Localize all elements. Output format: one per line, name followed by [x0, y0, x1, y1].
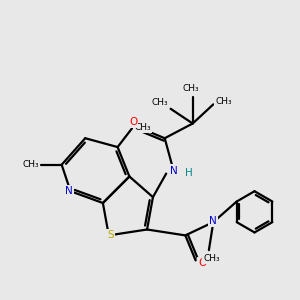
Text: CH₃: CH₃ — [22, 160, 39, 169]
Text: CH₃: CH₃ — [134, 123, 151, 132]
Text: O: O — [198, 258, 206, 268]
Text: O: O — [129, 117, 137, 127]
Text: H: H — [185, 168, 193, 178]
Text: CH₃: CH₃ — [152, 98, 169, 107]
Text: N: N — [65, 186, 73, 196]
Text: CH₃: CH₃ — [183, 84, 200, 93]
Text: CH₃: CH₃ — [203, 254, 220, 263]
Text: N: N — [209, 216, 217, 226]
Text: CH₃: CH₃ — [215, 97, 232, 106]
Text: N: N — [170, 166, 177, 176]
Text: S: S — [107, 230, 114, 240]
